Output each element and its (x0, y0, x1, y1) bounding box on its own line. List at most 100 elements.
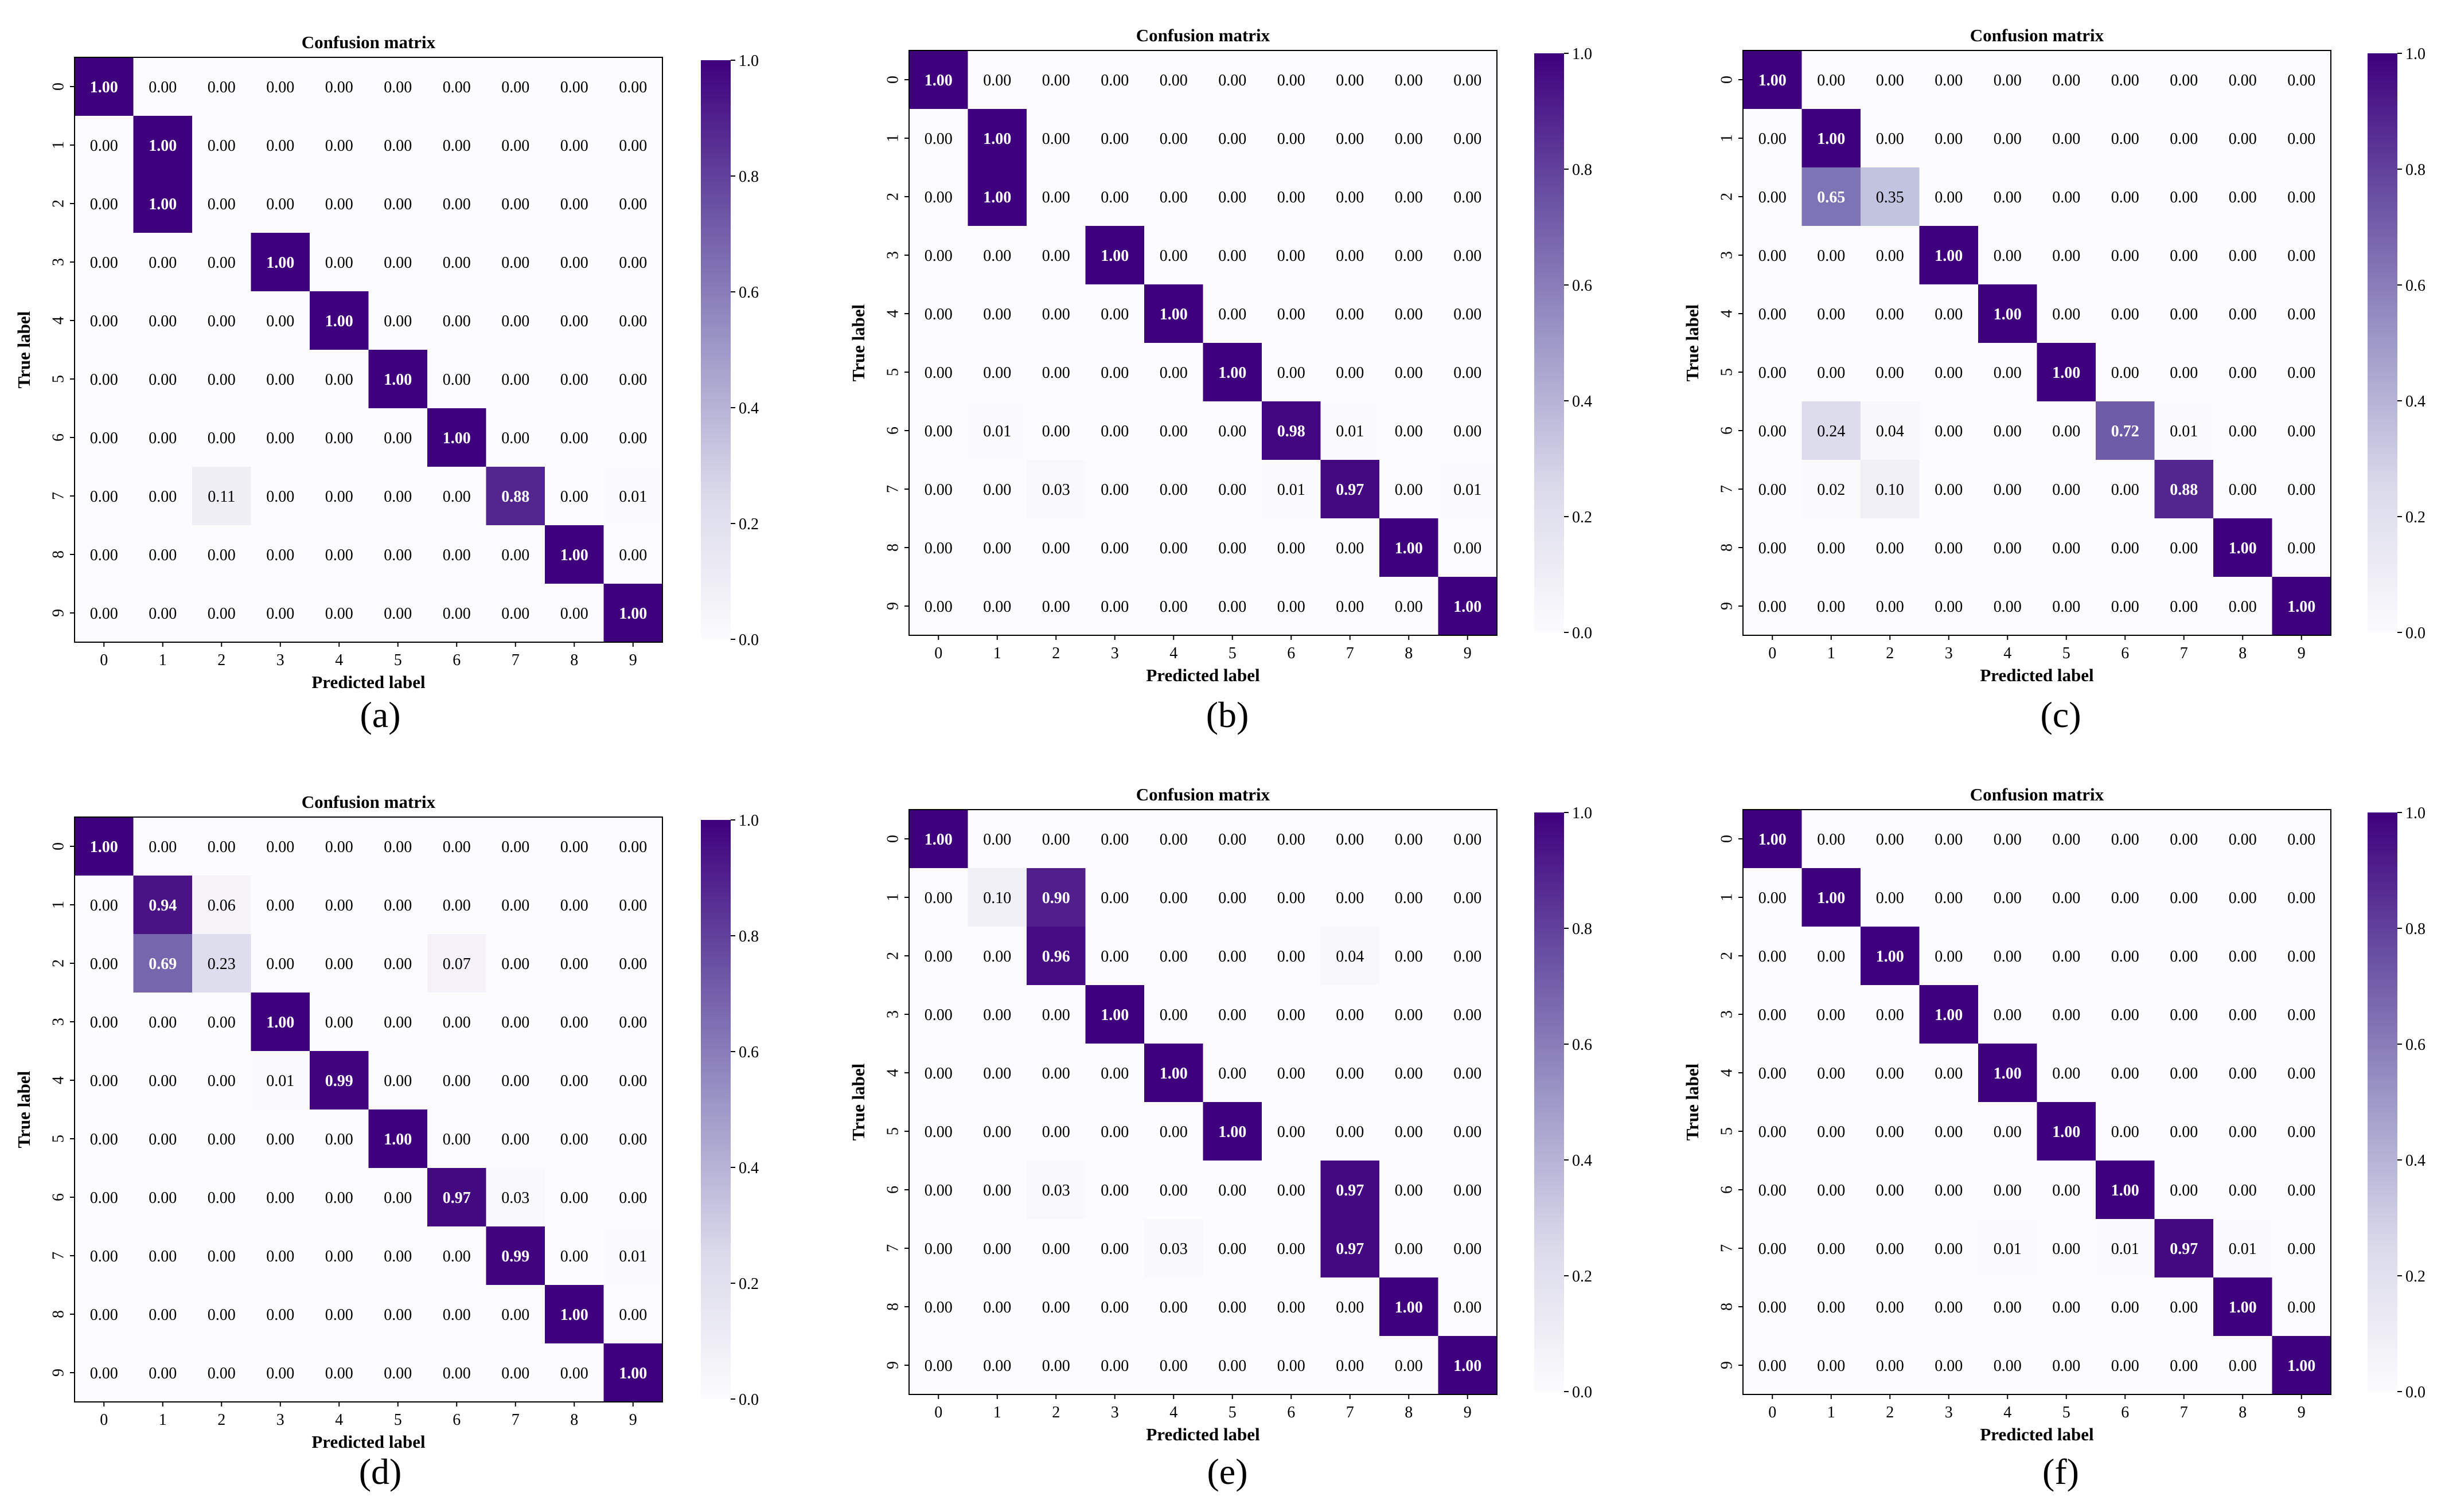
heatmap-cell (133, 174, 192, 233)
heatmap-cell (133, 116, 192, 174)
heatmap-cell (486, 116, 545, 174)
colorbar-tick-label: 0.6 (1572, 1036, 1592, 1054)
cell-value-label: 0.98 (1277, 423, 1305, 440)
cell-value-label: 0.00 (325, 1189, 353, 1207)
heatmap-cell (1085, 50, 1144, 109)
heatmap-cell (1743, 810, 1802, 868)
cell-value-label: 0.00 (983, 831, 1011, 849)
cell-value-label: 0.02 (1817, 481, 1845, 499)
cell-value-label: 0.00 (925, 247, 953, 265)
cell-value-label: 0.10 (1876, 481, 1904, 499)
cell-value-label: 0.00 (1277, 72, 1305, 89)
heatmap-cell (1919, 1044, 1978, 1102)
cell-value-label: 1.00 (619, 1365, 647, 1382)
cell-value-label: 0.00 (501, 1072, 529, 1090)
x-tick-label: 4 (2003, 1404, 2011, 1421)
cell-value-label: 0.00 (1336, 1357, 1364, 1375)
cell-value-label: 0.00 (2052, 423, 2080, 440)
heatmap-cell (1438, 868, 1497, 927)
heatmap-cell (1919, 460, 1978, 518)
heatmap-cell (1085, 460, 1144, 518)
cell-value-label: 0.00 (619, 312, 647, 330)
heatmap-cell (133, 817, 192, 876)
cell-value-label: 0.00 (501, 1365, 529, 1382)
cell-value-label: 0.00 (443, 312, 471, 330)
cell-value-label: 0.00 (2170, 72, 2198, 89)
colorbar-tick-label: 0.2 (739, 515, 759, 533)
cell-value-label: 0.00 (2170, 189, 2198, 206)
colorbar-tick-label: 0.0 (2405, 624, 2425, 642)
cell-value-label: 0.00 (2052, 889, 2080, 907)
x-tick-label: 6 (1287, 1404, 1295, 1421)
cell-value-label: 0.03 (501, 1189, 529, 1207)
y-axis-label: True label (848, 1063, 868, 1140)
cell-value-label: 0.00 (149, 312, 177, 330)
heatmap-cell (1919, 167, 1978, 226)
cell-value-label: 0.00 (208, 1306, 236, 1324)
heatmap-cell (251, 467, 310, 525)
heatmap-cell (75, 876, 134, 934)
heatmap-cell (2037, 343, 2096, 401)
heatmap-cell (1027, 401, 1086, 460)
heatmap-cell (2154, 226, 2213, 284)
cell-value-label: 0.00 (384, 429, 412, 447)
heatmap-cell (2272, 1161, 2331, 1219)
cell-value-label: 0.00 (1101, 306, 1129, 323)
cell-value-label: 0.00 (1453, 948, 1481, 966)
y-axis-label: True label (1682, 1063, 1702, 1140)
cell-value-label: 0.10 (983, 889, 1011, 907)
cell-value-label: 0.00 (1876, 1357, 1904, 1375)
cell-value-label: 0.00 (2170, 1006, 2198, 1024)
cell-value-label: 0.00 (2287, 247, 2315, 265)
cell-value-label: 0.00 (443, 605, 471, 623)
heatmap-cell (2272, 343, 2331, 401)
heatmap-cell (1027, 518, 1086, 577)
cell-value-label: 0.00 (2052, 831, 2080, 849)
heatmap-cell (1801, 577, 1861, 635)
heatmap-cell (2213, 1277, 2272, 1336)
heatmap-cell (75, 233, 134, 291)
cell-value-label: 1.00 (384, 371, 412, 389)
heatmap-cell (427, 291, 486, 350)
heatmap-cell (486, 408, 545, 467)
x-tick-label: 5 (2062, 644, 2070, 662)
cell-value-label: 0.00 (2052, 1299, 2080, 1316)
heatmap-cell (1085, 927, 1144, 985)
colorbar (1534, 53, 1564, 632)
cell-value-label: 0.00 (266, 897, 294, 915)
cell-value-label: 0.00 (1160, 481, 1188, 499)
heatmap-cell (1438, 226, 1497, 284)
cell-value-label: 0.00 (619, 137, 647, 155)
cell-value-label: 0.00 (983, 247, 1011, 265)
heatmap-cell (1203, 284, 1262, 343)
cell-value-label: 0.00 (560, 1248, 588, 1265)
heatmap-cell (2213, 577, 2272, 635)
cell-value-label: 0.00 (1336, 306, 1364, 323)
x-tick-label: 6 (2121, 1404, 2129, 1421)
heatmap-cell (427, 350, 486, 408)
cell-value-label: 0.00 (1935, 889, 1963, 907)
heatmap-cell (1262, 109, 1321, 167)
cell-value-label: 0.00 (2287, 889, 2315, 907)
x-tick-label: 2 (217, 651, 225, 669)
cell-value-label: 0.00 (983, 540, 1011, 557)
heatmap-cell (1085, 284, 1144, 343)
y-tick-label: 3 (884, 251, 902, 259)
cell-value-label: 0.23 (208, 955, 236, 973)
heatmap-cell (1978, 401, 2037, 460)
cell-value-label: 0.00 (1336, 130, 1364, 148)
y-tick-label: 7 (1718, 485, 1736, 493)
heatmap-cell (2154, 1219, 2213, 1277)
heatmap-cell (909, 868, 968, 927)
cell-value-label: 0.00 (2052, 948, 2080, 966)
heatmap-cell (2213, 50, 2272, 109)
cell-value-label: 0.00 (983, 1182, 1011, 1200)
cell-value-label: 0.00 (1218, 423, 1246, 440)
heatmap-cell (1379, 1161, 1438, 1219)
cell-value-label: 0.00 (1876, 1123, 1904, 1141)
panel-label: (d) (359, 1451, 402, 1492)
cell-value-label: 0.00 (1218, 306, 1246, 323)
cell-value-label: 0.00 (384, 605, 412, 623)
heatmap-cell (2154, 167, 2213, 226)
